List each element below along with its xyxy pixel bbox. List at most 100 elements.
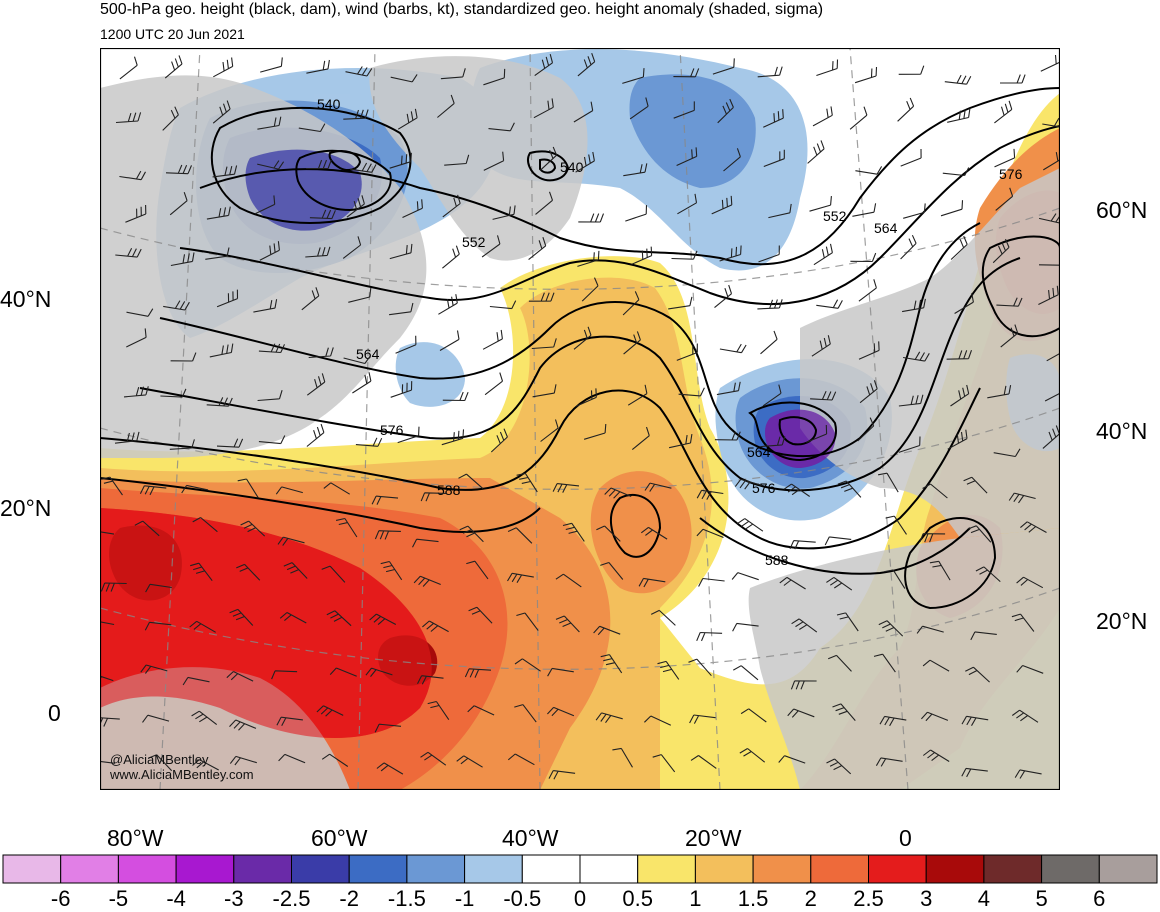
wind-barb: [875, 757, 903, 767]
colorbar-swatch: [521, 854, 581, 884]
wind-barb: [162, 106, 179, 131]
wind-barb: [420, 751, 447, 766]
colorbar-swatch: [810, 854, 869, 884]
wind-barb: [712, 58, 735, 75]
wind-barb: [413, 575, 441, 587]
lon-label-bottom: 60°W: [311, 825, 368, 851]
wind-barb: [1000, 324, 1019, 348]
wind-barb: [374, 530, 401, 540]
wind-barb: [468, 606, 493, 624]
wind-barb: [678, 387, 705, 397]
contour-label: 564: [874, 220, 898, 236]
wind-barb: [114, 431, 140, 444]
wind-barb: [548, 770, 576, 780]
wind-barb: [832, 703, 856, 721]
wind-barb: [257, 160, 285, 170]
wind-barb: [260, 57, 283, 73]
wind-barb: [277, 536, 305, 546]
wind-barb: [507, 753, 535, 766]
wind-barb: [306, 159, 332, 170]
wind-barb: [483, 151, 505, 171]
wind-barb: [859, 380, 878, 404]
wind-barb: [757, 299, 783, 310]
wind-barb: [507, 572, 534, 583]
wind-barb: [352, 372, 372, 394]
wind-barb: [813, 243, 833, 266]
wind-barb: [348, 288, 372, 303]
colorbar-swatch: [1098, 854, 1158, 884]
wind-barb: [389, 302, 414, 316]
colorbar-tick-label: -1: [454, 886, 475, 911]
contour-label: 552: [823, 208, 847, 224]
contour-label: 540: [317, 96, 341, 112]
wind-barb: [922, 749, 950, 762]
chart-title: 500-hPa geo. height (black, dam), wind (…: [100, 1, 824, 18]
colorbar-tick-label: 5: [1035, 886, 1048, 911]
colorbar-swatch: [694, 854, 754, 884]
wind-barb: [623, 163, 648, 177]
colorbar-swatch: [983, 854, 1043, 884]
lat-label-left: 20°N: [0, 495, 52, 521]
wind-barb: [575, 388, 597, 407]
colorbar-tick-label: -0.5: [503, 886, 542, 911]
wind-barb: [739, 748, 766, 763]
wind-barb: [412, 538, 439, 548]
wind-barb: [826, 576, 853, 591]
wind-barb: [827, 654, 852, 672]
wind-barb: [807, 140, 825, 164]
wind-barb: [182, 676, 210, 686]
wind-barb: [528, 292, 555, 302]
wind-barb: [760, 330, 778, 355]
wind-barb: [816, 59, 839, 77]
wind-barb: [278, 753, 306, 764]
wind-barb: [134, 520, 160, 537]
wind-barb: [791, 618, 818, 633]
wind-barb: [1038, 264, 1060, 266]
wind-barb: [514, 658, 541, 672]
wind-barb: [778, 755, 806, 764]
wind-barb: [212, 100, 231, 124]
wind-barb: [575, 151, 595, 173]
wind-barb: [855, 166, 883, 175]
wind-barb: [305, 246, 331, 258]
wind-barb: [947, 429, 968, 450]
contour-label: 564: [356, 346, 380, 362]
wind-barb: [1044, 392, 1060, 402]
wind-barb: [164, 55, 183, 79]
wind-barb: [459, 525, 484, 543]
colorbar-swatch: [637, 854, 696, 884]
wind-barb: [577, 250, 600, 267]
wind-barb: [395, 335, 417, 354]
wind-barb: [374, 723, 402, 733]
wind-barb: [689, 714, 716, 724]
wind-barb: [898, 436, 921, 453]
wind-barb: [533, 98, 554, 119]
wind-barb: [657, 660, 680, 680]
wind-barb: [733, 665, 759, 681]
wind-barb: [806, 424, 828, 443]
wind-barb: [170, 352, 197, 362]
wind-barb: [873, 653, 896, 673]
wind-barb: [717, 98, 734, 124]
wind-barb: [812, 106, 833, 127]
wind-barb: [1042, 425, 1060, 449]
wind-barb: [898, 65, 925, 75]
wind-barb: [237, 478, 259, 498]
wind-barb: [676, 343, 698, 361]
wind-barb: [437, 94, 455, 118]
wind-barb: [191, 710, 218, 726]
wind-barb: [1016, 664, 1044, 674]
wind-barb: [123, 386, 149, 398]
wind-barb: [442, 391, 469, 402]
wind-barb: [492, 205, 516, 220]
wind-barb: [946, 350, 973, 360]
wind-barb: [507, 527, 533, 544]
wind-barb: [1042, 117, 1060, 128]
wind-barb: [343, 355, 371, 365]
wind-barb: [562, 522, 585, 542]
wind-barb: [145, 583, 172, 593]
wind-barb: [316, 705, 344, 717]
wind-barb: [622, 291, 640, 316]
wind-barb: [824, 536, 852, 546]
wind-barb: [850, 252, 877, 263]
